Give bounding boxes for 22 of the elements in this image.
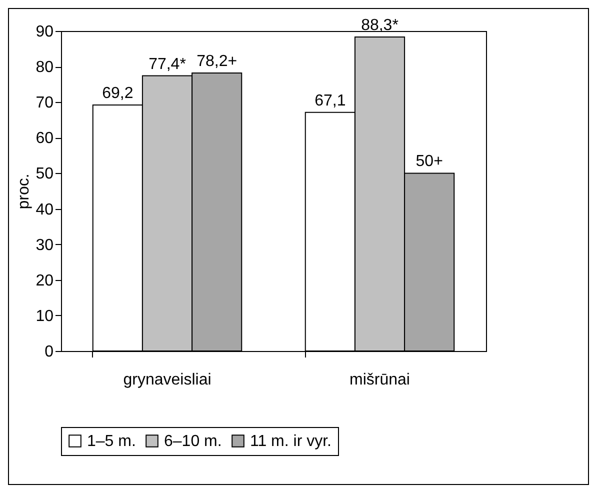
y-tick-label: 40 [36, 201, 54, 218]
data-label: 69,2 [102, 84, 134, 102]
data-label: 67,1 [314, 92, 346, 110]
y-tick-label: 80 [36, 59, 54, 76]
legend-label: 6–10 m. [164, 433, 222, 450]
y-tick-label: 20 [36, 272, 54, 290]
legend-label: 1–5 m. [87, 433, 136, 450]
x-tick-label: mišrūnai [350, 372, 410, 388]
data-label: 50+ [416, 153, 443, 170]
y-tick-label: 60 [36, 130, 54, 148]
data-label: 88,3* [361, 17, 398, 34]
y-tick-label: 70 [36, 94, 54, 112]
y-tick-label: 10 [36, 308, 54, 325]
y-tick-label: 90 [36, 24, 54, 40]
x-tick-label: grynaveisliai [123, 372, 212, 388]
y-tick-label: 30 [36, 236, 54, 254]
y-axis-title: proc. [16, 174, 33, 210]
y-tick-label: 50 [36, 166, 54, 183]
y-tick-label: 0 [44, 344, 54, 360]
data-label: 78,2+ [196, 52, 238, 70]
legend-label: 11 m. ir vyr. [250, 433, 332, 450]
data-label: 77,4* [148, 56, 186, 73]
